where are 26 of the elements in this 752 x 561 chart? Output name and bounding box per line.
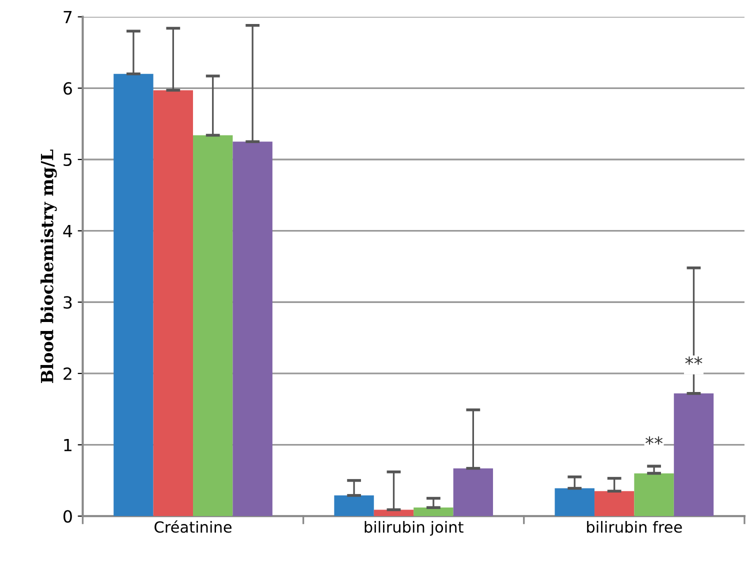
x-tick-label: bilirubin joint <box>364 520 464 536</box>
annotation: ** <box>646 436 663 445</box>
bar <box>453 468 494 516</box>
y-tick-label: 1 <box>64 438 72 452</box>
y-tick-label: 6 <box>64 82 72 95</box>
y-tick-label: 4 <box>63 224 72 238</box>
y-tick-label: 5 <box>64 154 72 166</box>
bar <box>554 488 594 516</box>
x-tick-label: bilirubin free <box>587 520 682 533</box>
y-tick-label: 2 <box>64 367 72 380</box>
bar <box>634 473 674 516</box>
bar <box>153 90 194 516</box>
y-tick-label: 3 <box>64 296 72 309</box>
x-tick-label: Créatinine <box>154 520 232 533</box>
annotation: ** <box>685 356 702 365</box>
bar <box>674 393 714 516</box>
y-tick-label: 0 <box>63 510 72 523</box>
bar <box>193 135 233 516</box>
bar <box>334 495 374 516</box>
y-tick-label: 7 <box>64 11 72 24</box>
bar <box>374 510 414 516</box>
bar <box>114 74 154 516</box>
bar <box>232 142 272 516</box>
bar <box>414 508 454 516</box>
bar <box>594 491 634 516</box>
y-axis-title: Blood biochemistry mg/L <box>40 150 57 383</box>
